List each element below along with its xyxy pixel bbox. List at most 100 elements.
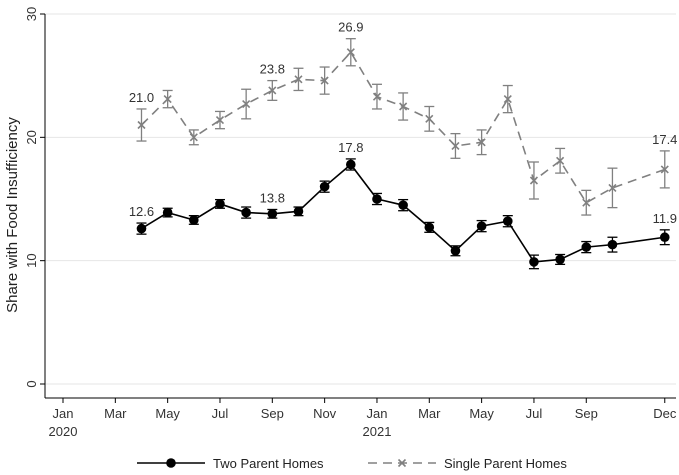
data-point	[582, 198, 591, 207]
data-point-stroke	[425, 114, 434, 123]
data-point-stroke	[137, 120, 146, 130]
data-point	[529, 257, 539, 267]
data-point	[267, 209, 278, 219]
data-label: 13.8	[260, 190, 285, 205]
data-point-stroke	[346, 48, 355, 57]
data-point	[293, 206, 304, 217]
x-tick-label: Jul	[526, 406, 543, 421]
x-tick-label: Dec	[653, 406, 677, 421]
x-tick-label: Mar	[418, 406, 441, 421]
data-point	[346, 48, 355, 57]
data-point-stroke	[215, 116, 225, 125]
data-point-stroke	[294, 75, 303, 84]
data-point	[424, 222, 435, 233]
y-tick-label: 0	[24, 380, 39, 387]
data-label: 23.8	[260, 62, 285, 77]
data-point	[398, 200, 408, 210]
data-point	[476, 221, 487, 231]
y-axis-title: Share with Food Insufficiency	[4, 117, 21, 313]
x-tick-label: May	[155, 406, 180, 421]
data-point	[555, 254, 565, 265]
data-point	[503, 95, 512, 104]
data-point-stroke	[529, 176, 539, 185]
legend-item-two-parent-homes: Two Parent Homes	[137, 456, 324, 471]
data-label: 17.8	[338, 140, 363, 155]
series-single-parent-homes	[136, 38, 670, 216]
axes: 0 10 20 30 Jan 2020 Mar May Jul Sep Nov Jan 2021 Mar M…	[24, 7, 677, 439]
y-tick-label: 30	[24, 7, 39, 21]
x-tick-year-label: 2020	[49, 424, 78, 439]
data-point	[320, 76, 329, 85]
data-point-stroke	[582, 198, 591, 207]
data-labels: 12.6 13.8 17.8 11.9 21.0 23.8 26.9 17.4	[129, 20, 678, 226]
y-tick-label: 10	[24, 253, 39, 267]
x-tick-label: Sep	[575, 406, 598, 421]
data-point	[399, 102, 408, 111]
x-tick-label: May	[469, 406, 494, 421]
data-point	[556, 156, 565, 165]
data-point	[136, 223, 147, 234]
legend-item-single-parent-homes: Single Parent Homes	[368, 456, 567, 471]
data-label: 12.6	[129, 204, 154, 219]
x-tick-label: Nov	[313, 406, 337, 421]
data-label: 17.4	[652, 132, 677, 147]
data-point	[268, 86, 277, 95]
series-two-parent-homes	[136, 158, 670, 270]
data-point	[242, 99, 251, 109]
data-point	[162, 207, 173, 218]
x-tick-label: Jan	[366, 406, 387, 421]
data-point	[660, 165, 669, 174]
data-point	[607, 239, 618, 250]
data-point	[215, 116, 225, 125]
data-point	[215, 199, 225, 209]
data-label: 11.9	[653, 211, 677, 226]
data-point	[529, 176, 539, 185]
data-point-stroke	[242, 99, 251, 109]
data-point-stroke	[556, 156, 565, 165]
data-label: 21.0	[129, 90, 154, 105]
data-point	[659, 232, 670, 243]
data-point-stroke	[268, 86, 277, 95]
x-tick-year-label: 2021	[363, 424, 392, 439]
data-point	[294, 75, 303, 84]
data-point-stroke	[320, 76, 329, 85]
data-point	[450, 246, 461, 256]
data-point-stroke	[608, 183, 617, 192]
data-point	[502, 216, 513, 226]
data-point-stroke	[399, 102, 408, 111]
data-point	[137, 120, 146, 130]
data-point	[163, 95, 172, 104]
data-point-stroke	[477, 138, 486, 147]
legend-label: Single Parent Homes	[444, 456, 567, 471]
data-label: 26.9	[338, 20, 363, 35]
data-point-stroke	[660, 165, 669, 174]
data-point	[241, 207, 251, 218]
data-point	[608, 183, 617, 192]
data-point	[189, 133, 198, 142]
data-point-stroke	[189, 133, 198, 142]
data-point	[581, 242, 592, 252]
data-point	[189, 215, 199, 225]
x-tick-label: Jan	[53, 406, 74, 421]
series-line	[140, 50, 666, 204]
data-point	[477, 138, 486, 147]
x-tick-label: Mar	[104, 406, 127, 421]
x-tick-label: Jul	[212, 406, 229, 421]
legend-marker	[397, 458, 407, 468]
legend-marker	[166, 458, 176, 468]
y-tick-label: 20	[24, 130, 39, 144]
data-point-stroke	[451, 141, 460, 151]
legend-label: Two Parent Homes	[213, 456, 324, 471]
data-point-stroke	[372, 92, 382, 101]
data-point	[346, 159, 356, 170]
data-point	[319, 181, 330, 192]
data-point	[451, 141, 460, 151]
legend: Two Parent Homes Single Parent Homes	[137, 456, 567, 471]
x-tick-label: Sep	[261, 406, 284, 421]
data-point-stroke	[503, 95, 512, 104]
data-point	[372, 194, 382, 204]
data-point-stroke	[163, 95, 172, 104]
series	[136, 38, 670, 270]
gridlines	[45, 13, 676, 385]
